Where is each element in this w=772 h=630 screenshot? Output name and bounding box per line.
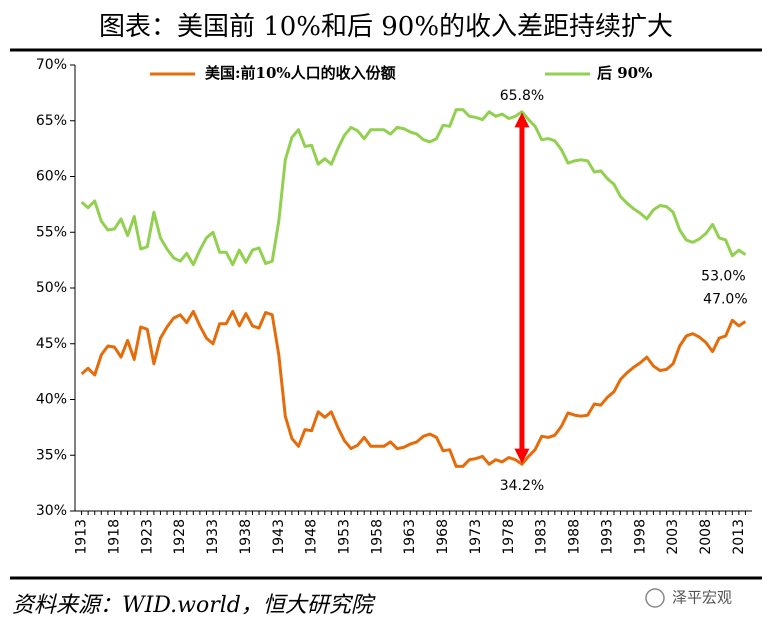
source: 资料来源：WID.world，恒大研究院 [12,593,376,618]
x-tick-label: 2003 [665,519,681,555]
series-line [80,309,747,468]
x-tick-label: 1968 [435,519,451,555]
watermark-icon [645,588,665,608]
y-tick-label: 50% [36,280,67,296]
x-tick-label: 1988 [567,519,583,555]
y-tick-label: 60% [36,169,67,185]
annotation: 34.2% [500,478,544,494]
x-tick-label: 1928 [172,519,188,555]
legend-label: 后 90% [597,64,652,82]
watermark: 泽平宏观 [672,589,732,607]
y-tick-label: 70% [36,57,67,73]
y-tick-label: 40% [36,392,67,408]
x-tick-label: 2013 [731,519,747,555]
x-tick-label: 2008 [698,519,714,555]
y-tick-label: 35% [36,447,67,463]
y-tick-label: 55% [36,224,67,240]
series-line [80,108,747,267]
x-tick-label: 1933 [205,519,221,555]
annotation: 47.0% [703,291,747,307]
x-tick-label: 1958 [369,519,385,555]
annotation: 53.0% [701,269,745,285]
x-tick-label: 1963 [402,519,418,555]
x-tick-label: 1923 [139,519,155,555]
y-tick-label: 45% [36,336,67,352]
x-tick-label: 1918 [106,519,122,555]
x-tick-label: 1973 [468,519,484,555]
x-tick-label: 1948 [304,519,320,555]
annotation: 65.8% [500,88,544,104]
x-tick-label: 1978 [501,519,517,555]
y-tick-label: 30% [36,503,67,519]
x-tick-label: 1943 [271,519,287,555]
legend-label: 美国:前10%人口的收入份额 [205,64,396,82]
x-tick-label: 1953 [336,519,352,555]
x-tick-label: 1913 [74,519,90,555]
chart-title: 图表：美国前 10%和后 90%的收入差距持续扩大 [99,12,673,42]
x-tick-label: 1993 [599,519,615,555]
x-tick-label: 1983 [534,519,550,555]
y-tick-label: 65% [36,113,67,129]
x-tick-label: 1998 [632,519,648,555]
x-tick-label: 1938 [238,519,254,555]
